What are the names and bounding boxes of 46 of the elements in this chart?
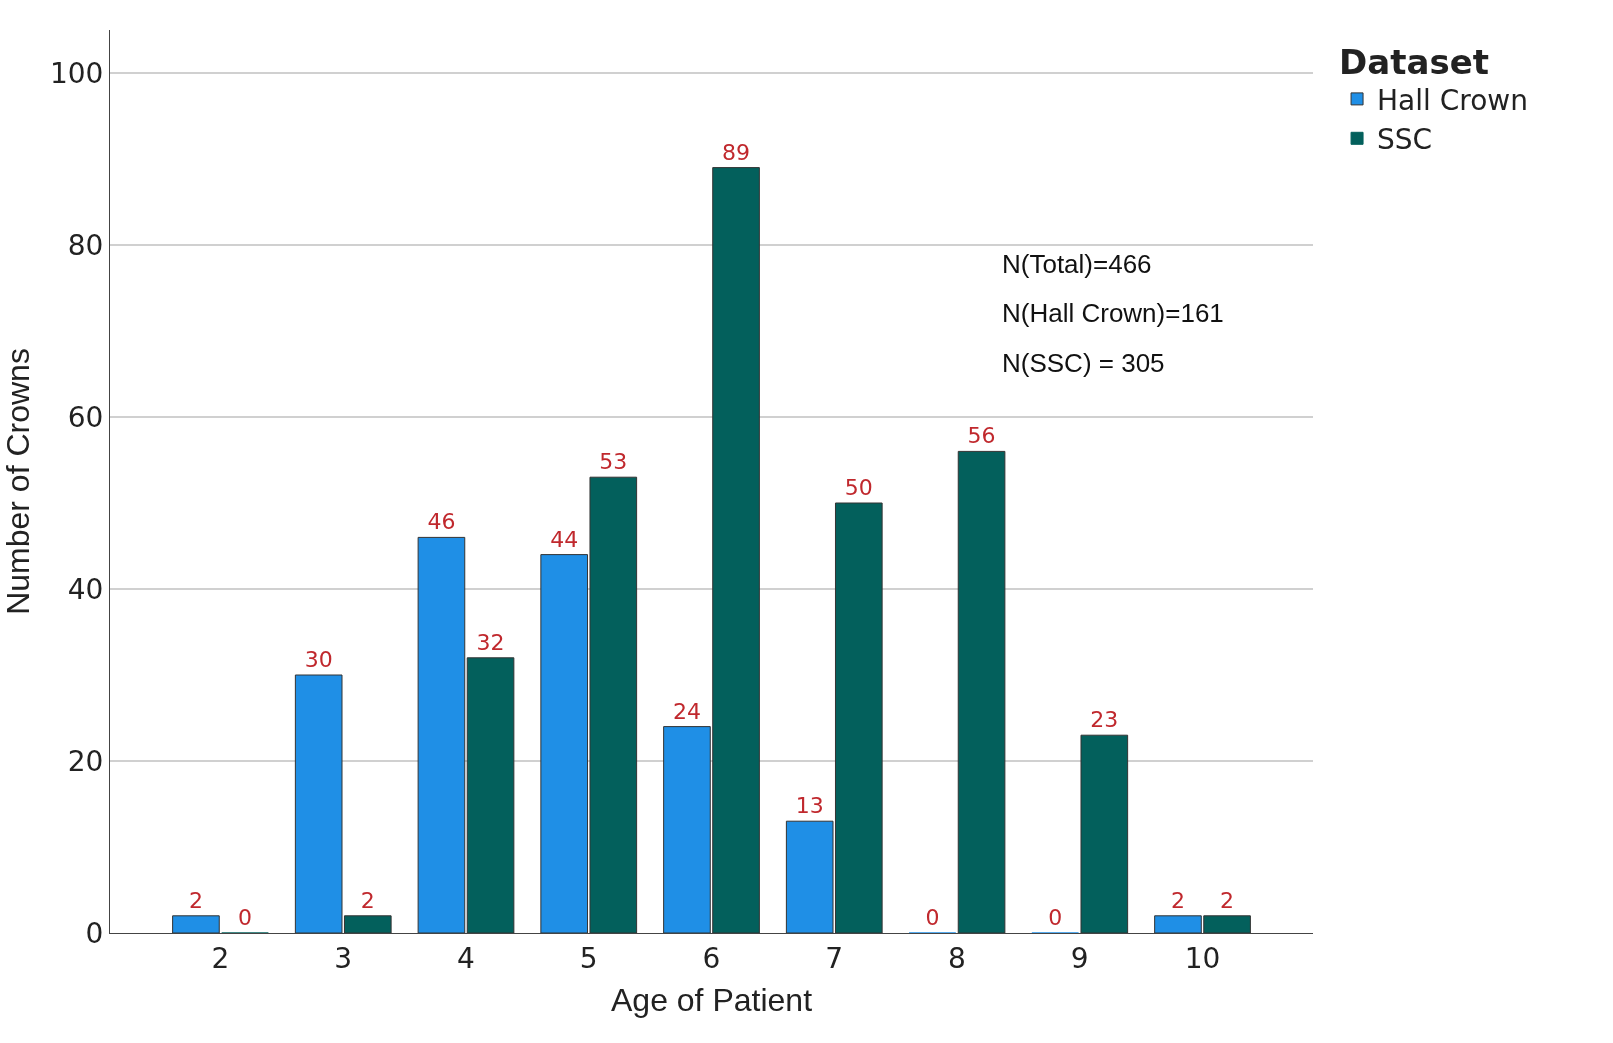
data-label: 2 [360,887,375,913]
bar [466,657,515,933]
data-label: 24 [672,698,701,724]
x-tick-label: 6 [702,941,721,975]
x-tick-label: 7 [825,941,844,975]
legend-label: SSC [1377,123,1433,157]
x-tick-label: 2 [211,941,230,975]
x-tick-label: 3 [334,941,353,975]
data-label: 0 [238,905,253,930]
bar [172,915,220,933]
data-label: 2 [1220,887,1235,913]
bar [417,536,466,933]
bar [1080,734,1129,933]
data-label: 56 [967,423,996,449]
annotation: N(Total)=466 [1002,249,1152,279]
annotation: N(SSC) = 305 [1002,348,1165,378]
y-tick-label: 0 [85,916,104,950]
data-label: 44 [550,526,579,552]
legend-title: Dataset [1339,42,1489,83]
y-tick-label: 80 [67,228,104,262]
data-label: 46 [427,509,456,535]
data-label: 32 [476,629,505,655]
data-label: 89 [722,139,751,165]
data-label: 2 [188,887,203,913]
data-label: 13 [795,793,824,819]
x-tick-label: 4 [457,941,475,975]
annotation: N(Hall Crown)=161 [1002,298,1224,328]
bar [957,450,1006,933]
y-tick-label: 20 [67,744,104,778]
y-tick-label: 60 [67,400,104,434]
data-label: 2 [1170,887,1185,913]
y-tick-label: 40 [67,572,104,606]
legend-label: Hall Crown [1377,83,1528,117]
x-tick-label: 9 [1070,941,1089,975]
x-tick-label: 5 [579,941,598,975]
data-label: 53 [599,449,628,475]
y-axis-title: Number of Crowns [0,348,36,615]
y-tick-label: 100 [49,56,104,90]
data-label: 23 [1090,707,1119,733]
data-label: 0 [1048,905,1063,930]
x-tick-label: 10 [1184,941,1221,975]
x-axis-title: Age of Patient [610,982,813,1019]
x-tick-label: 8 [948,941,966,975]
data-label: 50 [844,475,873,500]
data-label: 0 [925,905,940,930]
data-label: 30 [304,647,333,672]
